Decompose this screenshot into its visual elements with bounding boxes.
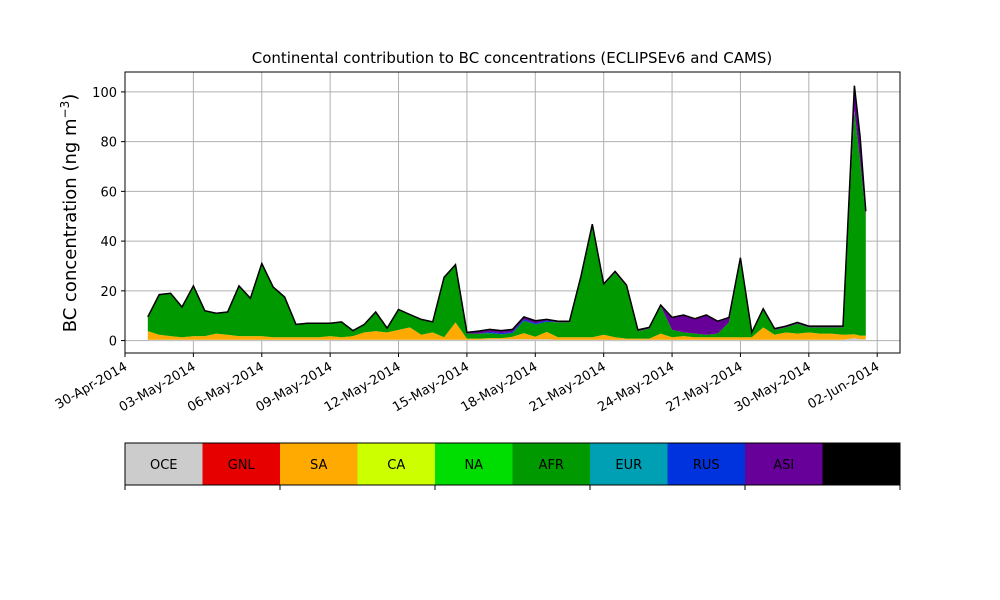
legend-label-sa: SA: [310, 458, 327, 473]
y-axis-label-superscript: −3: [58, 101, 72, 119]
legend-swatch-afr: [512, 443, 590, 485]
region-colorbar-legend: OCE GNL SA CA NA AFR EUR RUS ASI AUS: [124, 442, 901, 490]
y-tick-label: 100: [92, 86, 117, 101]
legend-label-ca: CA: [387, 458, 405, 473]
legend-swatch-ca: [357, 443, 435, 485]
legend-swatch-gnl: [202, 443, 280, 485]
area-sa: [147, 322, 866, 340]
legend-label-rus: RUS: [693, 458, 720, 473]
y-tick-label: 0: [109, 335, 117, 350]
legend-swatch-eur: [590, 443, 668, 485]
y-axis-ticks: 0 20 40 60 80 100: [92, 86, 125, 350]
legend-label-oce: OCE: [150, 458, 178, 473]
y-axis-label: BC concentration (ng m−3): [58, 94, 81, 333]
legend-frame: [124, 442, 901, 486]
area-afr: [147, 110, 866, 339]
y-axis-label-main: BC concentration (ng m: [60, 118, 81, 332]
y-tick-label: 80: [100, 136, 117, 151]
total-concentration-line: [147, 85, 867, 335]
y-tick-label: 60: [100, 185, 117, 200]
legend-swatch-aus: [822, 443, 900, 485]
legend-label-asi: ASI: [773, 458, 794, 473]
legend-label-na: NA: [464, 458, 483, 473]
stacked-areas: [147, 85, 866, 341]
chart-title: Continental contribution to BC concentra…: [252, 49, 773, 67]
grid-lines: [124, 72, 900, 353]
y-axis-label-close: ): [60, 94, 81, 101]
y-tick-label: 20: [100, 285, 117, 300]
y-tick-label: 40: [100, 235, 117, 250]
legend-swatch-na: [435, 443, 513, 485]
legend-label-aus: AUS: [848, 458, 875, 473]
legend-swatch-rus: [667, 443, 745, 485]
legend-label-eur: EUR: [615, 458, 642, 473]
legend-label-afr: AFR: [539, 458, 564, 473]
legend-swatch-oce: [125, 443, 203, 485]
legend-swatch-sa: [280, 443, 358, 485]
area-oce: [147, 338, 866, 341]
total-line: [147, 85, 867, 335]
legend-label-gnl: GNL: [228, 458, 256, 473]
plot-frame: [124, 71, 901, 354]
legend-swatch-asi: [745, 443, 823, 485]
